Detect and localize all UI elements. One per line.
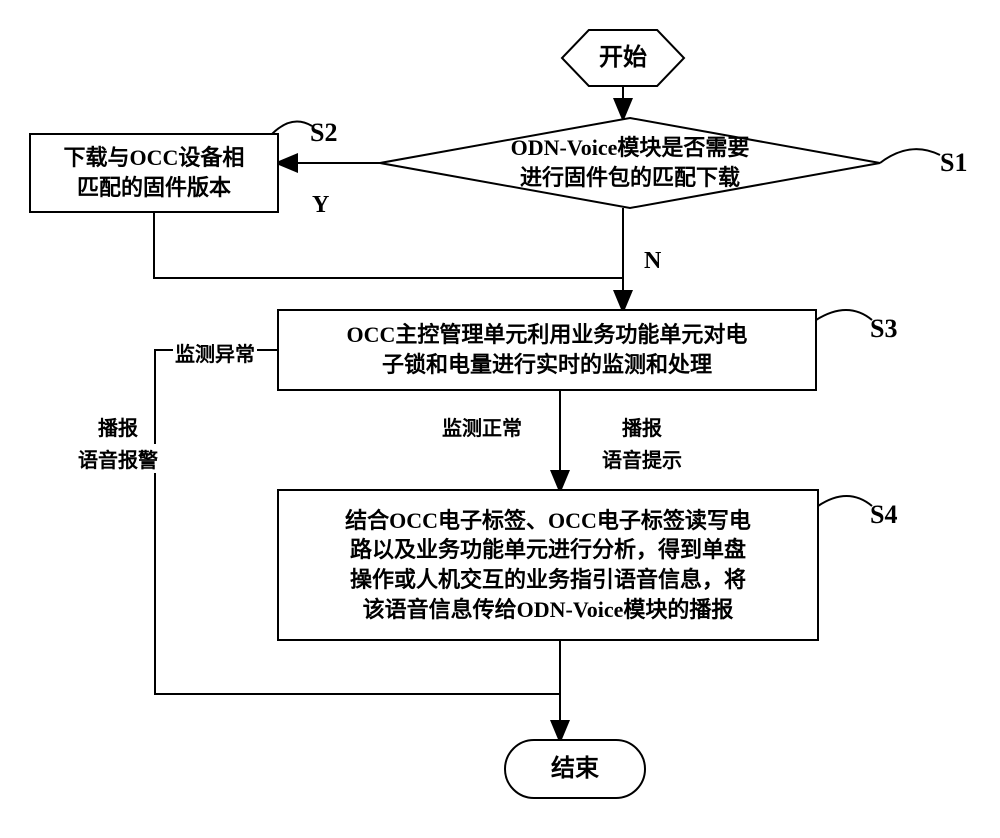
step-label-s2: S2	[310, 118, 337, 148]
edge-label-broadcast_prompt_l2: 语音提示	[600, 444, 684, 473]
edge-label-monitor_abnormal: 监测异常	[173, 338, 257, 367]
node-s2_box: 下载与OCC设备相 匹配的固件版本	[30, 134, 278, 212]
edge-label-broadcast_prompt_l1: 播报	[620, 412, 664, 441]
node-s1_decision: ODN-Voice模块是否需要 进行固件包的匹配下载	[380, 118, 880, 208]
step-label-s4: S4	[870, 500, 897, 530]
node-end: 结束	[505, 740, 645, 798]
node-s4_box: 结合OCC电子标签、OCC电子标签读写电 路以及业务功能单元进行分析，得到单盘 …	[278, 490, 818, 640]
node-s3_box: OCC主控管理单元利用业务功能单元对电 子锁和电量进行实时的监测和处理	[278, 310, 816, 390]
step-label-s1: S1	[940, 148, 967, 178]
edge-label-n: N	[642, 248, 663, 275]
edge-label-monitor_normal: 监测正常	[440, 412, 524, 441]
edge-label-broadcast_alarm_l1: 播报	[96, 412, 140, 441]
node-start: 开始	[562, 30, 684, 86]
edge-label-y: Y	[310, 192, 331, 219]
step-label-s3: S3	[870, 314, 897, 344]
edge-label-broadcast_alarm_l2: 语音报警	[76, 444, 160, 473]
